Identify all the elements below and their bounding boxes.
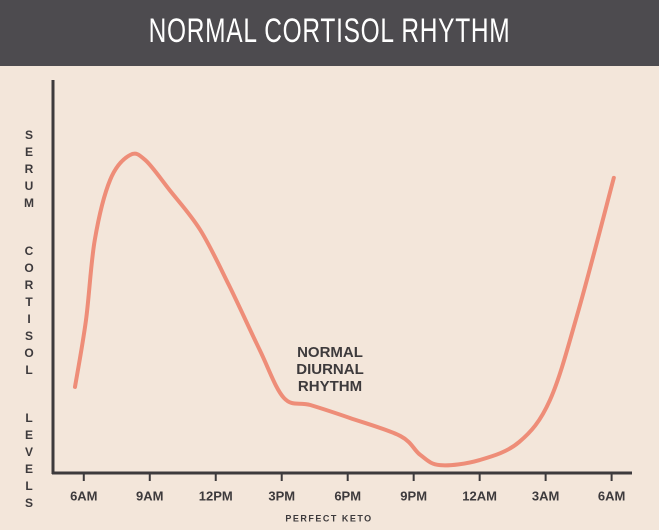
footer: PERFECT KETO — [285, 513, 372, 523]
y-axis-label: SERUM CORTISOL LEVELS — [22, 128, 36, 513]
annotation: RHYTHM — [298, 378, 362, 395]
annotation: NORMAL — [297, 344, 363, 361]
title-bar — [0, 0, 659, 66]
x-tick-label: 9AM — [136, 488, 163, 503]
cortisol-line — [72, 151, 616, 468]
annotation: DIURNAL — [296, 361, 364, 378]
x-tick-label: 6AM — [598, 488, 625, 503]
x-tick-label: 12PM — [199, 488, 233, 503]
x-tick-label: 6AM — [70, 488, 97, 503]
x-tick-label: 12AM — [462, 488, 497, 503]
chart-title: NORMAL CORTISOL RHYTHM — [148, 12, 511, 50]
x-tick-label: 9PM — [400, 488, 427, 503]
x-tick-label: 3AM — [532, 488, 559, 503]
x-tick-label: 6PM — [334, 488, 361, 503]
x-tick-label: 3PM — [268, 488, 295, 503]
